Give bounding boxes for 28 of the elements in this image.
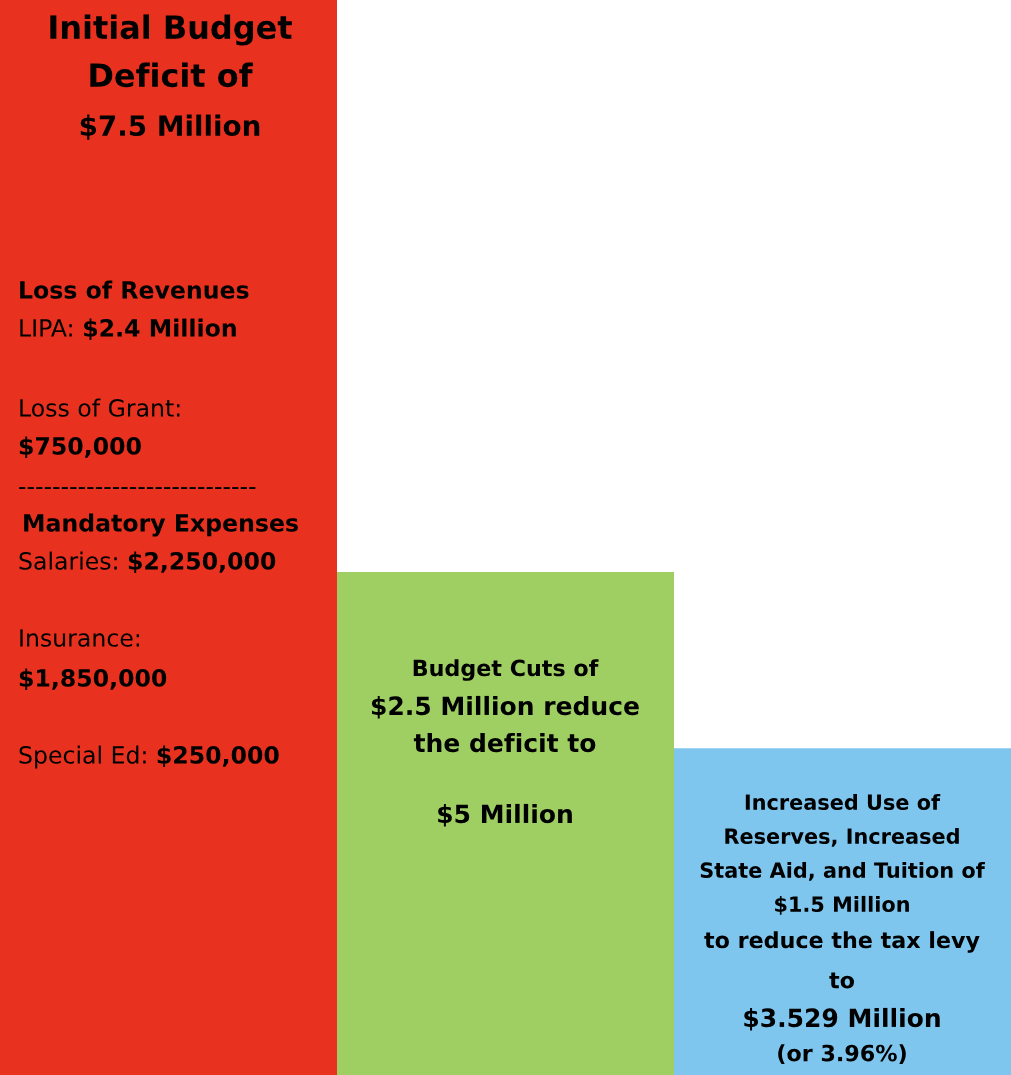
annotation: $2,250,000 bbox=[128, 551, 276, 573]
annotation: $2.5 Million reduce bbox=[371, 695, 639, 719]
annotation: to bbox=[829, 972, 854, 989]
annotation: (or 3.96%) bbox=[778, 1044, 906, 1065]
annotation: $2.4 Million bbox=[84, 318, 236, 340]
annotation: $1.5 Million bbox=[775, 895, 909, 915]
annotation: Salaries: bbox=[19, 551, 117, 570]
annotation: $750,000 bbox=[19, 436, 141, 458]
annotation: $5 Million bbox=[438, 803, 572, 827]
annotation: $7.5 Million bbox=[80, 114, 260, 140]
annotation: Increased Use of bbox=[745, 793, 941, 811]
annotation: Budget Cuts of bbox=[413, 659, 599, 681]
annotation: Initial Budget bbox=[50, 14, 292, 46]
annotation: ---------------------------- bbox=[19, 487, 256, 489]
annotation: LIPA: bbox=[20, 319, 72, 337]
annotation: the deficit to bbox=[413, 732, 596, 753]
annotation: Loss of Grant: bbox=[20, 398, 180, 417]
annotation: Loss of Revenues bbox=[20, 280, 249, 299]
annotation: $250,000 bbox=[157, 745, 279, 767]
annotation: Reserves, Increased bbox=[725, 827, 959, 847]
annotation: to reduce the tax levy bbox=[704, 931, 980, 953]
annotation: Insurance: bbox=[20, 629, 140, 647]
annotation: Mandatory Expenses bbox=[24, 513, 298, 537]
annotation: State Aid, and Tuition of bbox=[700, 861, 985, 881]
annotation: $3.529 Million bbox=[744, 1007, 940, 1031]
annotation: Deficit of bbox=[90, 62, 253, 88]
annotation: Special Ed: bbox=[19, 745, 146, 769]
annotation: $1,850,000 bbox=[19, 668, 167, 690]
